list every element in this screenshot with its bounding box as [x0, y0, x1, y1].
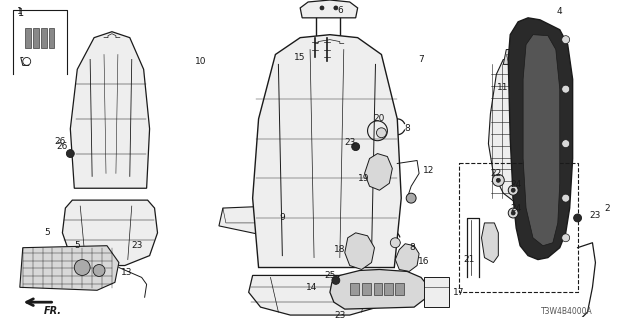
Text: 24: 24 [511, 180, 522, 189]
Text: 8: 8 [404, 124, 410, 133]
Polygon shape [249, 276, 397, 315]
Circle shape [562, 85, 570, 93]
Text: 16: 16 [419, 257, 430, 266]
Circle shape [497, 178, 500, 182]
Polygon shape [345, 233, 374, 269]
Text: 26: 26 [57, 142, 68, 151]
Text: 24: 24 [511, 204, 522, 212]
Text: 15: 15 [294, 53, 306, 62]
Circle shape [334, 6, 338, 10]
Circle shape [390, 238, 400, 248]
Text: 7: 7 [418, 55, 424, 64]
Text: 19: 19 [358, 174, 369, 183]
Circle shape [93, 265, 105, 276]
Text: 23: 23 [344, 138, 355, 147]
Circle shape [511, 188, 515, 192]
Polygon shape [219, 206, 282, 238]
Circle shape [508, 208, 518, 218]
Text: 11: 11 [497, 83, 508, 92]
Circle shape [332, 276, 340, 284]
Text: 26: 26 [55, 137, 66, 146]
Polygon shape [349, 283, 358, 295]
Text: 23: 23 [334, 310, 346, 320]
Circle shape [376, 128, 387, 138]
Circle shape [573, 214, 582, 222]
Circle shape [74, 260, 90, 276]
Text: 25: 25 [324, 271, 335, 280]
Circle shape [508, 185, 518, 195]
Text: 21: 21 [463, 255, 474, 264]
Polygon shape [424, 277, 449, 307]
Circle shape [562, 194, 570, 202]
Text: 1: 1 [17, 7, 22, 16]
Polygon shape [33, 28, 38, 48]
Text: 1: 1 [18, 8, 24, 18]
Polygon shape [25, 28, 31, 48]
Text: 14: 14 [307, 283, 318, 292]
Circle shape [562, 36, 570, 44]
Text: 23: 23 [589, 212, 601, 220]
Polygon shape [330, 269, 429, 309]
Polygon shape [385, 283, 394, 295]
Circle shape [562, 234, 570, 242]
Polygon shape [374, 283, 383, 295]
Text: 4: 4 [557, 7, 563, 16]
Circle shape [352, 143, 360, 151]
Text: 10: 10 [195, 57, 207, 66]
Polygon shape [362, 283, 371, 295]
Text: 5: 5 [45, 228, 51, 237]
Bar [459, 164, 577, 292]
Circle shape [67, 150, 74, 157]
Text: 8: 8 [409, 243, 415, 252]
Polygon shape [70, 32, 150, 188]
Text: 12: 12 [423, 166, 435, 175]
Circle shape [511, 211, 515, 215]
Polygon shape [40, 28, 47, 48]
Polygon shape [488, 60, 538, 203]
Polygon shape [523, 35, 560, 246]
Text: 2: 2 [605, 204, 610, 212]
Text: 18: 18 [334, 245, 346, 254]
Text: FR.: FR. [44, 306, 61, 316]
Polygon shape [300, 0, 358, 18]
Circle shape [406, 193, 416, 203]
Polygon shape [253, 35, 401, 268]
Polygon shape [63, 200, 157, 266]
Circle shape [562, 140, 570, 148]
Polygon shape [365, 154, 392, 190]
Text: 6: 6 [337, 6, 342, 15]
Polygon shape [481, 223, 499, 262]
Polygon shape [396, 283, 404, 295]
Text: 9: 9 [280, 213, 285, 222]
Text: 22: 22 [491, 169, 502, 178]
Polygon shape [49, 28, 54, 48]
Polygon shape [396, 244, 419, 271]
Text: 17: 17 [453, 288, 465, 297]
Polygon shape [508, 18, 573, 260]
Text: 20: 20 [374, 114, 385, 124]
Text: 5: 5 [74, 241, 80, 250]
Circle shape [320, 6, 324, 10]
Polygon shape [506, 54, 522, 61]
Polygon shape [20, 246, 119, 290]
Text: 23: 23 [131, 241, 142, 250]
Text: 13: 13 [121, 268, 132, 277]
Circle shape [492, 174, 504, 186]
Text: T3W4B4000A: T3W4B4000A [541, 307, 593, 316]
Polygon shape [503, 50, 526, 64]
